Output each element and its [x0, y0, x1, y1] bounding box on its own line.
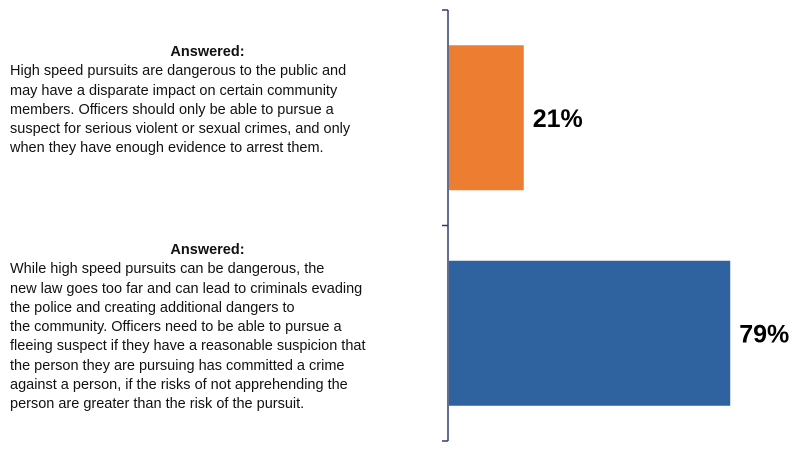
- category-text-line: High speed pursuits are dangerous to the…: [10, 63, 347, 80]
- category-text-line: While high speed pursuits can be dangero…: [10, 261, 325, 278]
- category-text-line: the person they are pursuing has committ…: [10, 357, 345, 374]
- category-text-line: when they have enough evidence to arrest…: [10, 140, 324, 157]
- bar-79-percent: [449, 260, 731, 406]
- category-text-line: the police and creating additional dange…: [10, 299, 295, 316]
- category-text-line: fleeing suspect if they have a reasonabl…: [10, 338, 366, 355]
- category-text-line: against a person, if the risks of not ap…: [10, 377, 348, 394]
- category-text-line: person are greater than the risk of the …: [10, 396, 305, 413]
- category-text-line: the community. Officers need to be able …: [10, 319, 342, 336]
- category-heading: Answered:: [170, 242, 245, 258]
- category-text-line: new law goes too far and can lead to cri…: [10, 280, 363, 297]
- category-label: Answered: High speed pursuits are danger…: [10, 43, 405, 159]
- bar-21-percent: [449, 45, 524, 191]
- data-label: 21%: [533, 105, 583, 133]
- category-heading: Answered:: [170, 44, 245, 60]
- category-text-line: suspect for serious violent or sexual cr…: [10, 121, 351, 138]
- category-text-line: members. Officers should only be able to…: [10, 101, 334, 118]
- data-label: 79%: [739, 320, 789, 348]
- category-text-line: may have a disparate impact on certain c…: [10, 82, 338, 99]
- category-label: Answered: While high speed pursuits can …: [10, 241, 405, 415]
